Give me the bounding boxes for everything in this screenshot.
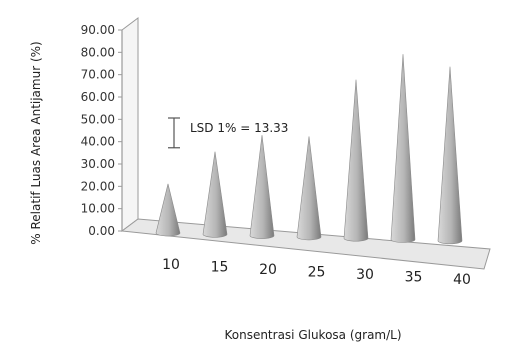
y-tick-label: 30.00 (81, 157, 115, 171)
y-tick-label: 70.00 (81, 68, 115, 82)
cone-bar-25 (296, 136, 322, 241)
cone-bar-10 (155, 183, 181, 237)
x-tick-label-35: 35 (405, 270, 423, 286)
y-axis-ticks: 0.00 10.00 20.00 30.00 40.00 50.00 60.00 70.00 8… (81, 23, 122, 238)
cone-bar-15 (202, 151, 228, 238)
y-tick-label: 50.00 (81, 112, 115, 126)
y-tick-label: 20.00 (81, 179, 115, 193)
y-tick-label: 40.00 (81, 135, 115, 149)
lsd-label: LSD 1% = 13.33 (190, 121, 288, 135)
y-tick-label: 10.00 (81, 202, 115, 216)
y-tick-label: 90.00 (81, 23, 115, 37)
y-tick-label: 80.00 (81, 45, 115, 59)
cone-series (155, 54, 463, 245)
x-tick-label-15: 15 (211, 260, 229, 276)
x-tick-label-30: 30 (356, 267, 374, 283)
x-tick-label-40: 40 (453, 272, 471, 288)
x-tick-label-25: 25 (308, 265, 326, 281)
cone-bar-20 (249, 135, 275, 239)
y-tick-label: 60.00 (81, 90, 115, 104)
cone-bar-30 (343, 79, 369, 242)
x-axis-label: Konsentrasi Glukosa (gram/L) (224, 328, 401, 342)
y-axis-label: % Relatif Luas Area Antijamur (%) (29, 41, 43, 244)
x-tick-label-20: 20 (259, 262, 277, 278)
back-wall (121, 17, 139, 232)
x-axis-ticks: 10 15 20 25 30 35 40 (162, 257, 471, 288)
lsd-annotation: LSD 1% = 13.33 (168, 117, 288, 149)
cone-bar-35 (390, 54, 416, 243)
x-tick-label-10: 10 (162, 257, 180, 273)
y-tick-label: 0.00 (88, 224, 115, 238)
cone-bar-40 (437, 66, 463, 245)
